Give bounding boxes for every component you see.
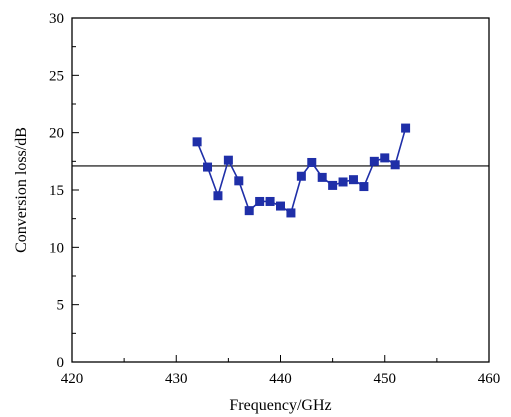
data-point (328, 180, 338, 190)
y-tick-label: 0 (57, 355, 65, 371)
data-point (401, 123, 411, 133)
y-tick-label: 30 (49, 11, 64, 27)
data-point (203, 162, 213, 172)
data-point (390, 160, 400, 170)
x-tick-label: 450 (374, 371, 397, 387)
data-point (234, 176, 244, 186)
y-tick-label: 15 (49, 183, 64, 199)
data-markers (192, 123, 411, 218)
data-point (213, 191, 223, 201)
x-tick-label: 440 (269, 371, 292, 387)
data-point (338, 177, 348, 187)
x-tick-label: 460 (478, 371, 501, 387)
plot-area (71, 17, 490, 363)
data-point (244, 206, 254, 216)
y-axis-ticks: 0 5 10 15 20 25 30 (49, 11, 79, 371)
x-axis-ticks: 420 430 440 450 460 (61, 355, 501, 387)
data-point (359, 182, 369, 192)
data-point (296, 171, 306, 181)
data-point (276, 201, 285, 211)
y-tick-label: 10 (49, 240, 64, 256)
series-line (196, 127, 407, 215)
x-tick-label: 420 (61, 371, 84, 387)
data-point (265, 196, 275, 206)
x-axis-label: Frequency/GHz (229, 397, 331, 414)
plot-frame (71, 17, 490, 363)
data-point (369, 156, 379, 166)
y-tick-label: 5 (57, 298, 65, 314)
y-tick-label: 20 (49, 126, 64, 142)
data-point (223, 155, 233, 165)
data-point (307, 157, 317, 167)
data-point (348, 175, 358, 185)
x-tick-label: 430 (165, 371, 188, 387)
data-point (380, 153, 390, 163)
data-point (286, 208, 296, 218)
y-tick-label: 25 (49, 68, 64, 84)
y-axis-label: Conversion loss/dB (13, 127, 30, 253)
data-point (317, 172, 327, 182)
data-point (255, 196, 265, 206)
data-point (192, 137, 202, 147)
